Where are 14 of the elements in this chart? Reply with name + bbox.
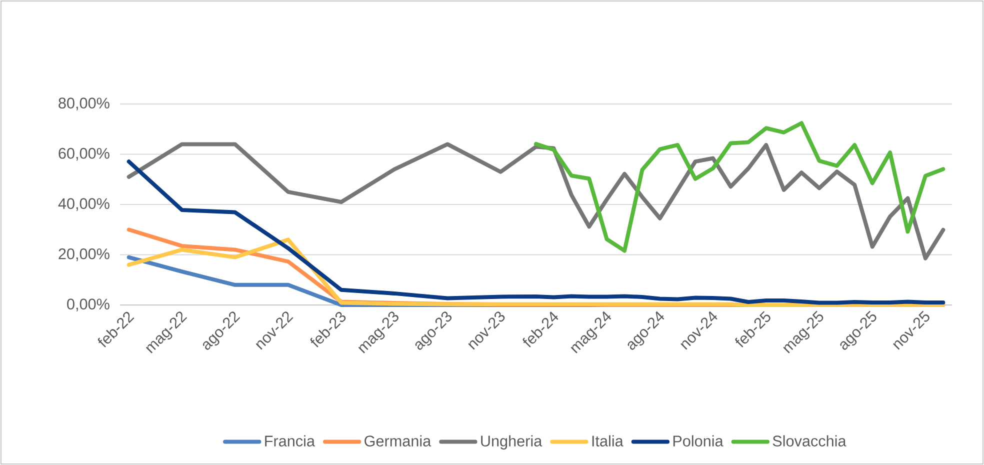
legend-label: Italia [592,435,624,446]
y-tick-label: 0,00% [67,298,110,312]
legend-label: Polonia [673,435,724,446]
legend-label: Francia [265,435,315,446]
line-series [126,142,946,260]
y-tick-label: 80,00% [58,98,110,110]
line-series [126,160,946,305]
y-tick-label: 60,00% [58,148,110,161]
y-tick-label: 20,00% [58,248,110,262]
legend-label: Slovacchia [772,435,846,446]
y-tick-label: 40,00% [58,198,110,211]
legend-label: Ungheria [481,435,542,450]
legend-label: Germania [364,435,432,446]
line-series [534,121,946,253]
